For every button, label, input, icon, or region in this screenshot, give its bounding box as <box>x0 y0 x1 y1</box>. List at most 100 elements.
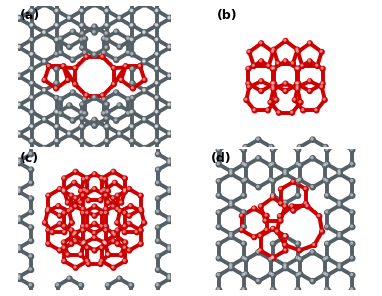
Circle shape <box>241 273 246 278</box>
Circle shape <box>73 266 78 270</box>
Circle shape <box>18 277 20 279</box>
Circle shape <box>42 117 47 122</box>
Circle shape <box>168 45 170 47</box>
Circle shape <box>337 231 342 237</box>
Circle shape <box>105 189 110 194</box>
Circle shape <box>140 209 142 212</box>
Circle shape <box>106 253 108 255</box>
Circle shape <box>103 177 108 182</box>
Circle shape <box>155 283 161 288</box>
Circle shape <box>128 249 130 251</box>
Circle shape <box>217 211 219 213</box>
Circle shape <box>70 194 72 196</box>
Circle shape <box>29 197 32 199</box>
Circle shape <box>6 96 8 98</box>
Circle shape <box>283 169 288 174</box>
Circle shape <box>217 163 219 165</box>
Circle shape <box>322 97 327 102</box>
Circle shape <box>104 139 109 144</box>
Circle shape <box>270 162 276 167</box>
Circle shape <box>271 288 274 290</box>
Circle shape <box>111 169 116 174</box>
Circle shape <box>102 188 107 193</box>
Circle shape <box>43 59 45 62</box>
Circle shape <box>18 132 20 135</box>
Circle shape <box>18 16 20 18</box>
Circle shape <box>115 91 117 93</box>
Circle shape <box>143 30 145 33</box>
Circle shape <box>5 181 11 186</box>
Circle shape <box>112 239 114 242</box>
Circle shape <box>320 229 325 234</box>
Circle shape <box>69 242 74 246</box>
Circle shape <box>79 23 84 28</box>
Circle shape <box>155 254 161 259</box>
Circle shape <box>179 255 182 257</box>
Circle shape <box>117 16 122 21</box>
Circle shape <box>296 81 301 86</box>
Circle shape <box>298 178 301 181</box>
Circle shape <box>128 187 130 189</box>
Circle shape <box>42 89 47 94</box>
Circle shape <box>155 67 157 70</box>
Circle shape <box>58 214 60 216</box>
Circle shape <box>284 172 286 174</box>
Circle shape <box>69 228 74 233</box>
Circle shape <box>271 67 273 69</box>
Circle shape <box>111 231 116 235</box>
Circle shape <box>68 161 70 163</box>
Circle shape <box>156 226 159 228</box>
Circle shape <box>167 158 172 163</box>
Circle shape <box>30 52 35 57</box>
Circle shape <box>30 124 35 130</box>
Circle shape <box>178 225 184 230</box>
Circle shape <box>283 234 288 239</box>
Circle shape <box>105 9 107 12</box>
Circle shape <box>74 170 76 172</box>
Circle shape <box>83 112 86 114</box>
Circle shape <box>241 193 246 198</box>
Circle shape <box>298 257 303 262</box>
Circle shape <box>54 9 59 14</box>
Circle shape <box>155 139 160 144</box>
Circle shape <box>111 239 116 244</box>
Circle shape <box>115 30 117 32</box>
Circle shape <box>30 139 35 144</box>
Circle shape <box>155 267 161 272</box>
Circle shape <box>180 38 182 40</box>
Circle shape <box>271 195 275 200</box>
Circle shape <box>28 283 34 288</box>
Circle shape <box>122 230 127 235</box>
Circle shape <box>55 38 58 40</box>
Circle shape <box>155 196 161 201</box>
Circle shape <box>295 193 301 198</box>
Circle shape <box>275 98 277 100</box>
Circle shape <box>242 211 244 213</box>
Circle shape <box>6 210 8 213</box>
Circle shape <box>118 17 120 19</box>
Circle shape <box>229 266 234 271</box>
Circle shape <box>217 288 219 290</box>
Circle shape <box>123 259 127 263</box>
Circle shape <box>55 67 57 70</box>
Circle shape <box>67 160 72 165</box>
Circle shape <box>6 67 8 69</box>
Circle shape <box>154 139 159 144</box>
Circle shape <box>29 210 32 213</box>
Circle shape <box>80 23 85 28</box>
Circle shape <box>54 96 59 101</box>
Circle shape <box>126 37 129 39</box>
Circle shape <box>296 85 298 88</box>
Circle shape <box>79 37 84 42</box>
Circle shape <box>179 81 185 86</box>
Circle shape <box>112 231 114 234</box>
Circle shape <box>131 125 133 128</box>
Circle shape <box>123 211 127 215</box>
Circle shape <box>28 238 34 244</box>
Circle shape <box>283 294 288 296</box>
Circle shape <box>80 154 82 156</box>
Circle shape <box>319 85 324 89</box>
Circle shape <box>143 117 145 120</box>
Circle shape <box>105 37 110 42</box>
Circle shape <box>5 167 11 172</box>
